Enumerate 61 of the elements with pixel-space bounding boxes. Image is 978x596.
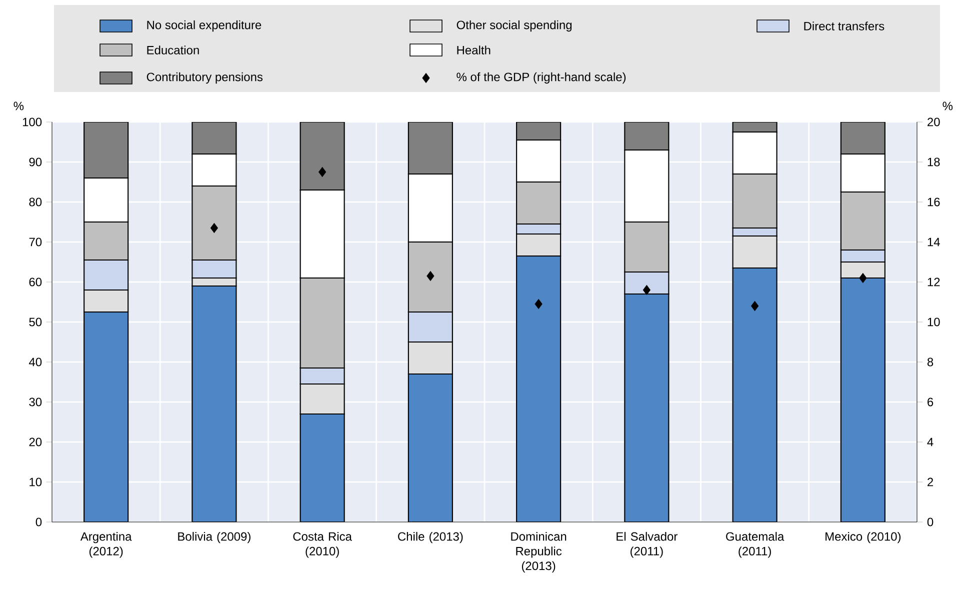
y2-tick-label: 0 [927,518,934,526]
legend-label: Other social spending [456,20,572,32]
y-axis-title: % [14,102,24,110]
y2-tick-label: 6 [928,398,934,406]
bar [840,277,886,522]
x-tick-label: Bolivia (2009) [178,532,250,544]
bar [624,122,670,151]
y2-tick-label: 12 [928,278,940,286]
x-tick-label: Guatemala (2011) [726,532,784,558]
point [210,223,218,233]
legend-label: Health [457,46,490,54]
legend-label: Direct transfers [804,22,884,30]
legend-label: % of the GDP (right-hand scale) [456,72,626,84]
x-tick-label: Mexico (2010) [826,532,901,544]
bar [300,122,345,191]
bar [408,373,453,522]
y-tick-label: 0 [36,518,42,526]
y-tick-label: 40 [28,358,42,366]
y2-tick-label: 16 [928,198,940,206]
y-tick-label: 80 [29,198,42,206]
y-tick-label: 100 [22,118,42,126]
bar [408,122,453,175]
y2-tick-label: 14 [928,238,940,246]
y-tick-label: 50 [29,318,42,326]
bar [300,413,345,522]
point [859,273,867,283]
bar [624,293,670,522]
bar [516,255,562,522]
point [318,167,326,177]
y-tick-label: 30 [29,398,42,406]
y2-tick-label: 2 [928,478,934,486]
x-tick-label: Costa Rica (2010) [293,532,352,558]
x-tick-label: Chile (2013) [398,532,463,544]
bar [732,267,778,522]
x-tick-label: El Salvador (2011) [616,532,678,558]
x-tick-label: Dominican Republic (2013) [511,532,566,572]
legend-label: Contributory pensions [146,72,263,84]
point [642,285,650,295]
y-tick-label: 10 [30,478,42,486]
y-tick-label: 20 [29,438,42,446]
bar [516,122,562,141]
y2-tick-label: 8 [927,358,934,366]
legend-label: Education [147,46,199,54]
x-tick-label: Argentina (2012) [80,532,132,558]
bar [192,285,237,522]
y-tick-label: 60 [29,278,42,286]
point [426,271,434,281]
point [534,299,542,309]
y2-tick-label: 10 [928,318,940,326]
bar [84,122,129,179]
y-tick-label: 70 [29,238,42,246]
y2-tick-label: 18 [928,158,940,166]
y2-tick-label: 20 [928,118,940,126]
point [751,301,759,311]
y-tick-label: 90 [29,158,42,166]
y2-axis-title: % [942,102,953,110]
y2-tick-label: 4 [927,438,934,446]
legend-label: No social expenditure [147,20,262,32]
bar [840,122,886,155]
bar [84,311,129,522]
bar [192,122,237,155]
